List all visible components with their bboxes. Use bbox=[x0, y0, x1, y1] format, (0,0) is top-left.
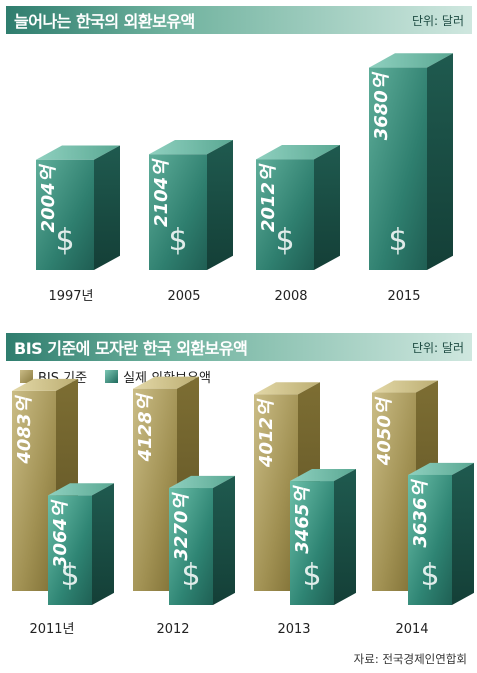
chart2-bar-actual-1-value-label: 3270억 bbox=[171, 492, 192, 561]
chart1-plot: 2004억$1997년2104억$20052012억$20083680억$201… bbox=[36, 53, 453, 304]
chart1-bar-3: 3680억 $ bbox=[369, 53, 453, 270]
chart2-bar-actual-3-value-label: 3636억 bbox=[410, 479, 431, 548]
chart2-bar-actual-0-dollar-icon: $ bbox=[60, 558, 79, 593]
chart2-bar-actual-2: 3465억 $ bbox=[290, 468, 356, 605]
legend-swatch-bis bbox=[20, 370, 33, 383]
chart2-title: BIS 기준에 모자란 한국 외환보유액 bbox=[14, 339, 248, 358]
legend-item-bis: BIS 기준 bbox=[20, 367, 87, 386]
legend-item-actual: 실제 외환보유액 bbox=[105, 367, 211, 386]
chart2-bar-actual-3: 3636억 $ bbox=[408, 462, 474, 605]
chart2-bar-bis-0: 4083억 bbox=[12, 378, 78, 591]
chart1-bar-3-dollar-icon: $ bbox=[388, 223, 407, 258]
chart1-xtick-0: 1997년 bbox=[48, 289, 93, 304]
chart2-bar-bis-1-value-label: 4128억 bbox=[135, 392, 156, 462]
chart2-legend: BIS 기준 실제 외환보유액 bbox=[20, 367, 211, 386]
chart1-unit: 단위: 달러 bbox=[411, 13, 464, 28]
chart2-xtick-1: 2012 bbox=[156, 622, 189, 637]
chart2-bar-actual-0-value-label: 3064억 bbox=[50, 499, 71, 568]
chart1-bar-2-value-label: 2012억 bbox=[258, 163, 279, 232]
chart2-header: BIS 기준에 모자란 한국 외환보유액 단위: 달러 bbox=[6, 333, 472, 361]
chart1-title: 늘어나는 한국의 외환보유액 bbox=[14, 12, 195, 31]
source-note: 자료: 전국경제인연합회 bbox=[353, 652, 467, 666]
chart2-bar-bis-3-value-label: 4050억 bbox=[374, 396, 395, 466]
chart2-bar-actual-1-dollar-icon: $ bbox=[181, 558, 200, 593]
chart2-xtick-2: 2013 bbox=[277, 622, 310, 637]
chart2-bar-bis-3: 4050억 bbox=[372, 380, 438, 591]
chart2-xtick-0: 2011년 bbox=[29, 622, 74, 637]
chart1-bar-2: 2012억$ bbox=[256, 145, 340, 270]
chart2-bar-bis-1: 4128억 bbox=[133, 376, 199, 591]
legend-swatch-actual bbox=[105, 370, 119, 383]
chart1-xtick-2: 2008 bbox=[274, 289, 307, 304]
chart2-bar-actual-2-dollar-icon: $ bbox=[302, 558, 321, 593]
chart1-xtick-1: 2005 bbox=[167, 289, 200, 304]
legend-label-actual: 실제 외환보유액 bbox=[123, 371, 211, 386]
chart2-bar-bis-2: 4012억 bbox=[254, 382, 320, 591]
chart1-bar-1-dollar-icon: $ bbox=[168, 223, 187, 258]
chart2-xtick-3: 2014 bbox=[395, 622, 428, 637]
chart2-bar-actual-0: 3064억$ bbox=[48, 483, 114, 605]
chart2-bar-actual-2-value-label: 3465억 bbox=[292, 485, 313, 554]
chart1-bar-0-value-label: 2004억 bbox=[38, 163, 59, 232]
chart1-bar-3-value-label: 3680억 bbox=[371, 71, 392, 140]
chart2-unit: 단위: 달러 bbox=[411, 340, 464, 355]
legend-label-bis: BIS 기준 bbox=[38, 371, 88, 386]
chart1-bar-0-dollar-icon: $ bbox=[55, 223, 74, 258]
chart1-bar-0: 2004억$ bbox=[36, 145, 120, 270]
chart1-bar-2-dollar-icon: $ bbox=[275, 223, 294, 258]
chart2-bar-actual-1: 3270억$ bbox=[169, 475, 235, 605]
chart2-bar-bis-2-value-label: 4012억 bbox=[256, 398, 277, 468]
chart1-bar-1: 2104억$ bbox=[149, 139, 233, 270]
chart2-bar-actual-3-dollar-icon: $ bbox=[420, 558, 439, 593]
chart2-bar-bis-0-value-label: 4083억 bbox=[14, 395, 35, 465]
chart1-header: 늘어나는 한국의 외환보유액 단위: 달러 bbox=[6, 6, 472, 34]
chart1-xtick-3: 2015 bbox=[387, 289, 420, 304]
chart1-bar-1-value-label: 2104억 bbox=[151, 158, 172, 227]
